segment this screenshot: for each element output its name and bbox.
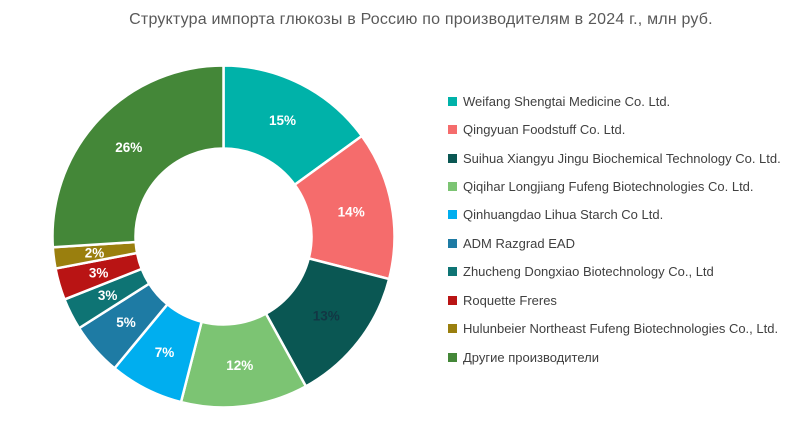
- slice-percent-label: 3%: [89, 265, 109, 280]
- legend-item: ADM Razgrad EAD: [448, 229, 781, 257]
- legend-item: Qiqihar Longjiang Fufeng Biotechnologies…: [448, 172, 781, 200]
- legend-swatch: [448, 182, 457, 192]
- slice-percent-label: 26%: [115, 140, 142, 155]
- legend-swatch: [448, 295, 457, 305]
- legend-label: ADM Razgrad EAD: [463, 235, 575, 251]
- legend-label: Другие производители: [463, 349, 599, 365]
- chart-title: Структура импорта глюкозы в Россию по пр…: [129, 11, 713, 28]
- pie-slice-10: [51, 64, 225, 249]
- slice-percent-label: 14%: [338, 205, 365, 220]
- legend-swatch: [448, 125, 457, 135]
- legend-item: Другие производители: [448, 343, 781, 371]
- legend-swatch: [448, 352, 457, 362]
- slice-percent-label: 7%: [155, 345, 175, 360]
- legend-label: Zhucheng Dongxiao Biotechnology Co., Ltd: [463, 264, 714, 280]
- legend-item: Zhucheng Dongxiao Biotechnology Co., Ltd: [448, 258, 781, 286]
- slice-percent-label: 5%: [116, 315, 136, 330]
- slice-percent-label: 12%: [226, 358, 253, 373]
- legend-item: Qingyuan Foodstuff Co. Ltd.: [448, 115, 781, 143]
- slice-percent-label: 2%: [85, 245, 105, 260]
- legend-swatch: [448, 324, 457, 334]
- legend-label: Roquette Freres: [463, 292, 557, 308]
- legend-label: Qingyuan Foodstuff Co. Ltd.: [463, 122, 626, 138]
- legend: Weifang Shengtai Medicine Co. Ltd. Qingyu…: [448, 87, 781, 371]
- legend-label: Qinhuangdao Lihua Starch Co Ltd.: [463, 207, 664, 223]
- legend-item: Roquette Freres: [448, 286, 781, 314]
- legend-swatch: [448, 238, 457, 248]
- legend-item: Weifang Shengtai Medicine Co. Ltd.: [448, 87, 781, 115]
- legend-item: Hulunbeier Northeast Fufeng Biotechnolog…: [448, 315, 781, 343]
- legend-swatch: [448, 153, 457, 163]
- legend-label: Suihua Xiangyu Jingu Biochemical Technol…: [463, 150, 781, 166]
- legend-item: Suihua Xiangyu Jingu Biochemical Technol…: [448, 144, 781, 172]
- legend-swatch: [448, 96, 457, 106]
- legend-label: Hulunbeier Northeast Fufeng Biotechnolog…: [463, 321, 779, 337]
- slice-percent-label: 13%: [313, 309, 340, 324]
- legend-swatch: [448, 267, 457, 277]
- legend-label: Qiqihar Longjiang Fufeng Biotechnologies…: [463, 179, 754, 195]
- slice-percent-label: 3%: [98, 288, 118, 303]
- legend-item: Qinhuangdao Lihua Starch Co Ltd.: [448, 201, 781, 229]
- legend-label: Weifang Shengtai Medicine Co. Ltd.: [463, 93, 671, 109]
- slice-percent-label: 15%: [269, 113, 296, 128]
- legend-swatch: [448, 210, 457, 220]
